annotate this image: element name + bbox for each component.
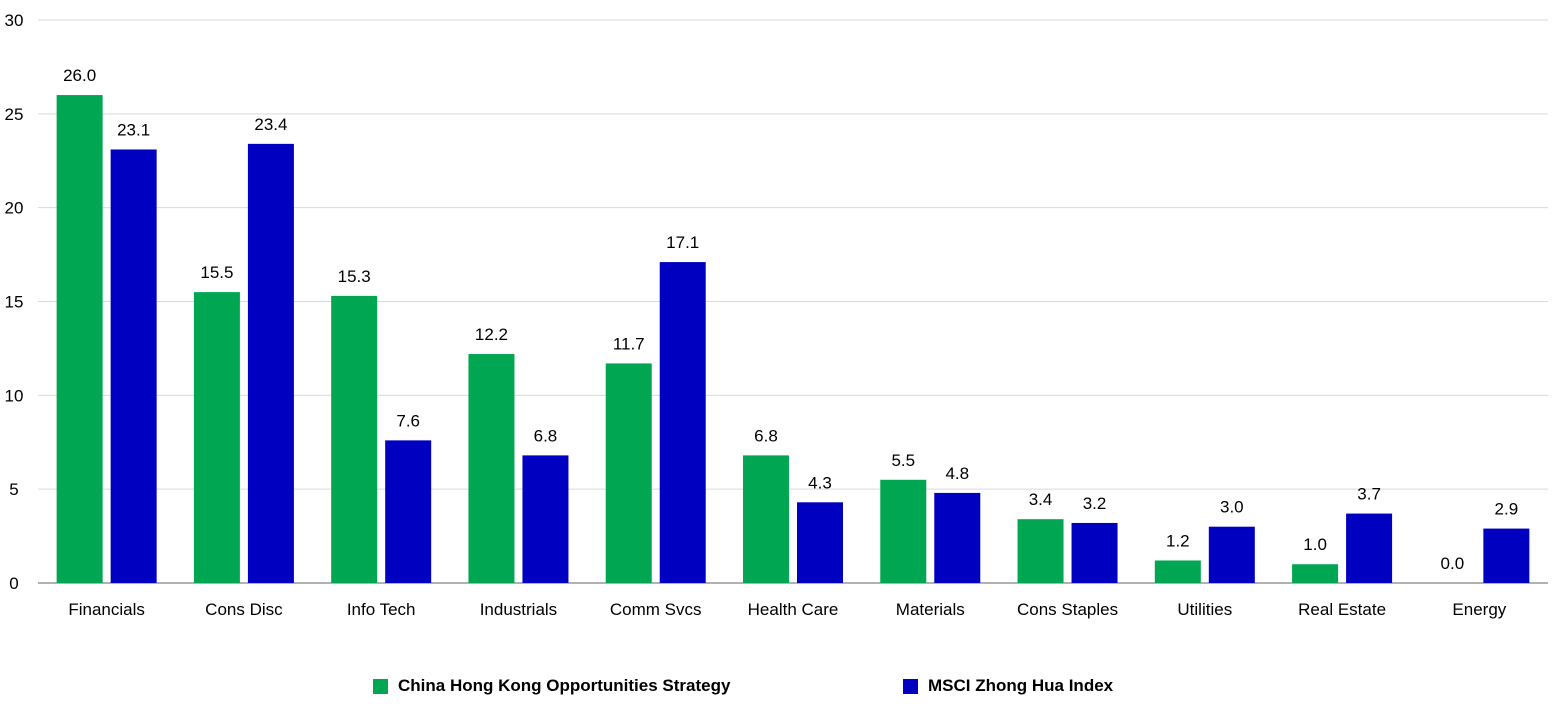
bar-strategy-industrials — [468, 354, 514, 583]
bar-index-cons-staples — [1072, 523, 1118, 583]
bar-strategy-comm-svcs — [606, 363, 652, 583]
data-label: 5.5 — [891, 451, 915, 470]
bar-strategy-health-care — [743, 455, 789, 583]
data-label: 4.3 — [808, 473, 832, 492]
bar-index-utilities — [1209, 527, 1255, 583]
data-label: 26.0 — [63, 66, 96, 85]
data-label: 23.1 — [117, 120, 150, 139]
legend-swatch-strategy — [373, 679, 388, 694]
y-axis: 0 5 10 15 20 25 30 — [5, 11, 24, 593]
x-tick-label: Cons Disc — [205, 600, 283, 619]
bar-strategy-cons-disc — [194, 292, 240, 583]
x-tick-label: Cons Staples — [1017, 600, 1118, 619]
y-tick-label: 15 — [5, 293, 24, 312]
y-tick-label: 25 — [5, 105, 24, 124]
data-label: 11.7 — [613, 334, 645, 353]
x-tick-label: Financials — [68, 600, 145, 619]
data-label: 12.2 — [475, 325, 508, 344]
data-label: 6.8 — [754, 426, 778, 445]
x-tick-label: Utilities — [1177, 600, 1232, 619]
data-label: 3.4 — [1029, 490, 1053, 509]
legend-swatch-index — [903, 679, 918, 694]
x-tick-label: Industrials — [480, 600, 557, 619]
bar-index-financials — [111, 149, 157, 583]
bar-index-cons-disc — [248, 144, 294, 583]
data-label: 3.2 — [1083, 494, 1107, 513]
x-tick-label: Energy — [1452, 600, 1506, 619]
bar-strategy-financials — [57, 95, 103, 583]
data-label: 2.9 — [1495, 500, 1519, 519]
data-label: 17.1 — [666, 233, 699, 252]
y-tick-label: 10 — [5, 386, 24, 405]
x-tick-label: Health Care — [748, 600, 839, 619]
x-tick-label: Materials — [896, 600, 965, 619]
bars — [57, 95, 1530, 583]
bar-strategy-materials — [880, 480, 926, 583]
data-label: 6.8 — [534, 426, 558, 445]
data-label: 1.2 — [1166, 531, 1190, 550]
x-axis: Financials Cons Disc Info Tech Industrials C… — [68, 600, 1506, 619]
x-tick-label: Real Estate — [1298, 600, 1386, 619]
bar-strategy-utilities — [1155, 560, 1201, 583]
bar-index-energy — [1483, 529, 1529, 583]
data-label: 23.4 — [254, 115, 287, 134]
data-label: 15.3 — [338, 267, 371, 286]
y-tick-label: 5 — [9, 480, 18, 499]
data-label: 7.6 — [396, 411, 420, 430]
data-label: 3.0 — [1220, 498, 1244, 517]
bar-index-comm-svcs — [660, 262, 706, 583]
bar-index-industrials — [522, 455, 568, 583]
data-label: 15.5 — [200, 263, 233, 282]
y-tick-label: 20 — [5, 199, 24, 218]
bar-strategy-cons-staples — [1018, 519, 1064, 583]
data-label: 1.0 — [1303, 535, 1327, 554]
bar-strategy-real-estate — [1292, 564, 1338, 583]
legend-label-index: MSCI Zhong Hua Index — [928, 676, 1113, 696]
y-tick-label: 30 — [5, 11, 24, 30]
data-label: 4.8 — [945, 464, 969, 483]
bar-index-health-care — [797, 502, 843, 583]
legend-label-strategy: China Hong Kong Opportunities Strategy — [398, 676, 730, 696]
legend-item-strategy: China Hong Kong Opportunities Strategy — [373, 676, 730, 696]
bar-index-info-tech — [385, 440, 431, 583]
legend-item-index: MSCI Zhong Hua Index — [903, 676, 1113, 696]
x-tick-label: Info Tech — [347, 600, 416, 619]
data-label: 3.7 — [1357, 485, 1381, 504]
bar-strategy-info-tech — [331, 296, 377, 583]
x-tick-label: Comm Svcs — [610, 600, 702, 619]
bar-index-real-estate — [1346, 514, 1392, 583]
bar-index-materials — [934, 493, 980, 583]
data-label: 0.0 — [1441, 554, 1465, 573]
y-tick-label: 0 — [9, 574, 18, 593]
